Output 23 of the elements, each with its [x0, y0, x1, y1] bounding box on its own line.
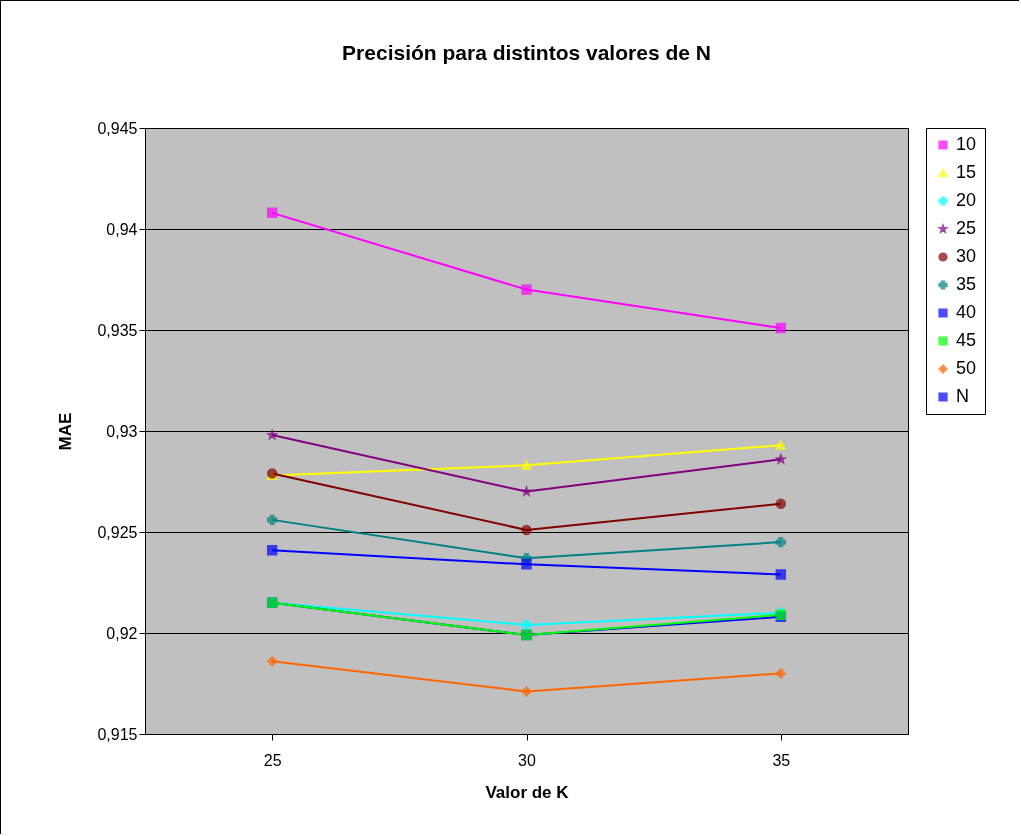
y-tick-label: 0,93: [106, 422, 138, 440]
legend-label: 30: [956, 246, 977, 266]
y-tick-label: 0,915: [97, 725, 138, 743]
legend-label: 50: [956, 358, 977, 378]
x-axis-title: Valor de K: [485, 782, 570, 802]
legend-label: 20: [956, 190, 977, 210]
legend-label: 15: [956, 162, 977, 182]
y-tick-label: 0,94: [106, 220, 138, 238]
x-tick-label: 25: [263, 751, 282, 769]
x-tick-label: 30: [518, 751, 536, 769]
y-tick-label: 0,925: [97, 523, 138, 541]
legend-label: 35: [956, 274, 977, 294]
y-tick-label: 0,935: [97, 321, 138, 339]
y-axis-title: MAE: [56, 412, 76, 451]
chart-title: Precisión para distintos valores de N: [342, 41, 711, 64]
x-tick-label: 35: [772, 751, 791, 769]
legend-label: 45: [956, 330, 977, 350]
y-tick-label: 0,92: [106, 624, 138, 642]
legend-label: N: [956, 386, 969, 406]
legend-label: 40: [956, 302, 977, 322]
y-tick-label: 0,945: [97, 119, 138, 137]
legend-label: 25: [956, 218, 977, 238]
legend-label: 10: [956, 134, 977, 154]
